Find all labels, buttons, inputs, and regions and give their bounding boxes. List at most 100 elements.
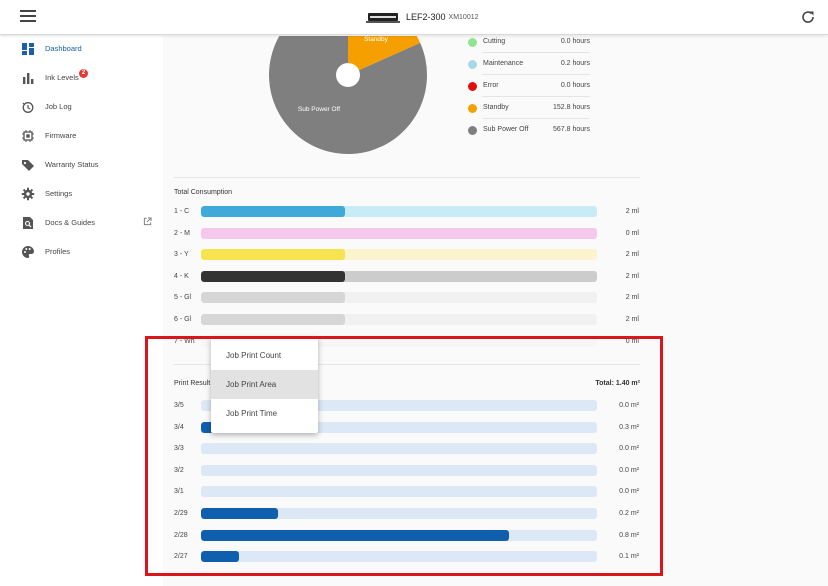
consumption-row-value: 2 ml <box>625 316 639 323</box>
sidebar-item-label: Ink Levels <box>45 73 79 82</box>
print-bar-fill <box>201 508 278 519</box>
consumption-bar-track <box>201 249 597 261</box>
print-row-label: 3/3 <box>174 445 184 453</box>
print-bar-track <box>201 464 597 476</box>
consumption-row-label: 6 - Gl <box>174 316 192 323</box>
legend-value: 0.0 hours <box>560 38 590 45</box>
consumption-row-value: 2 ml <box>625 251 639 259</box>
pie-label-standby: Standby <box>364 36 389 43</box>
print-row-label: 2/29 <box>174 510 188 517</box>
print-row-value: 0.2 m² <box>619 510 639 517</box>
print-bar-fill <box>201 551 239 563</box>
print-row-label: 3/1 <box>174 488 184 496</box>
legend-label: Maintenance <box>483 60 524 67</box>
sidebar-item-firmware[interactable]: Firmware <box>0 125 162 147</box>
legend-item-error: Error 0.0 hours <box>468 79 590 93</box>
sidebar-item-warranty-status[interactable]: Warranty Status <box>0 154 162 176</box>
sidebar-item-settings[interactable]: Settings <box>0 183 162 205</box>
consumption-row-value: 2 ml <box>625 294 639 302</box>
legend-dot <box>468 60 477 69</box>
print-bar-track <box>201 443 597 455</box>
legend-label: Standby <box>483 104 509 111</box>
sidebar-item-label: Job Log <box>45 102 72 111</box>
sidebar-item-profiles[interactable]: Profiles <box>0 241 162 263</box>
consumption-row-value: 0 ml <box>625 229 639 237</box>
legend-item-sub-power-off: Sub Power Off 567.8 hours <box>468 123 590 137</box>
device-serial: XM10012 <box>448 13 479 21</box>
notification-badge: 2 <box>79 69 88 78</box>
consumption-bar-fill <box>201 292 345 304</box>
sidebar-item-job-log[interactable]: Job Log <box>0 96 162 118</box>
legend-value: 567.8 hours <box>553 126 590 133</box>
legend-dot <box>468 104 477 113</box>
menu-item-job-print-count[interactable]: Job Print Count <box>211 341 318 370</box>
external-link-icon <box>143 217 152 226</box>
legend-divider <box>482 74 590 75</box>
history-icon <box>22 102 34 113</box>
sidebar-item-label: Settings <box>45 189 73 198</box>
printer-icon <box>366 10 400 24</box>
consumption-bar-track <box>201 227 597 239</box>
print-result-title: Print Result <box>174 380 211 387</box>
consumption-title: Total Consumption <box>174 189 232 196</box>
print-row-label: 2/27 <box>174 553 188 561</box>
consumption-row-label: 3 - Y <box>174 251 189 259</box>
print-row-value: 0.0 m² <box>619 445 639 453</box>
consumption-row-value: 2 ml <box>625 272 639 280</box>
sidebar-item-dashboard[interactable]: Dashboard <box>0 38 162 60</box>
sidebar: Dashboard Ink Levels 2 Job Log Firmware <box>0 36 162 586</box>
print-result-total: Total: 1.40 m² <box>595 380 640 387</box>
consumption-bar-fill <box>201 270 345 282</box>
consumption-bar-track <box>201 314 597 325</box>
sidebar-item-label: Profiles <box>45 247 71 256</box>
print-row-value: 0.8 m² <box>619 531 639 539</box>
bar-chart-icon <box>23 73 34 84</box>
menu-item-label: Job Print Count <box>226 351 282 360</box>
consumption-bar-track <box>201 292 597 304</box>
legend-label: Cutting <box>483 38 506 45</box>
pie-slice-standby <box>348 36 421 75</box>
consumption-row-label: 1 - C <box>174 208 190 215</box>
print-row-label: 3/4 <box>174 423 184 431</box>
consumption-row-value: 0 ml <box>625 337 639 345</box>
menu-item-job-print-area[interactable]: Job Print Area <box>211 370 318 399</box>
consumption-row-label: 7 - Wh <box>174 337 195 345</box>
menu-item-label: Job Print Area <box>226 380 277 389</box>
sidebar-item-ink-levels[interactable]: Ink Levels 2 <box>0 67 162 89</box>
legend-label: Error <box>483 82 499 89</box>
legend-item-cutting: Cutting 0.0 hours <box>468 35 590 49</box>
consumption-row-label: 2 - M <box>174 229 190 237</box>
print-bar-track <box>201 486 597 498</box>
print-row-value: 0.0 m² <box>619 488 639 496</box>
legend-dot <box>468 126 477 135</box>
legend-value: 0.2 hours <box>560 60 590 67</box>
consumption-row-value: 2 ml <box>625 208 639 215</box>
tag-icon <box>22 160 34 171</box>
sidebar-item-label: Docs & Guides <box>45 218 96 227</box>
consumption-bar-fill <box>201 314 345 325</box>
legend-label: Sub Power Off <box>483 126 529 133</box>
pie-label-sub-power-off: Sub Power Off <box>298 106 340 113</box>
print-bar-track <box>201 508 597 519</box>
menu-item-job-print-time[interactable]: Job Print Time <box>211 399 318 428</box>
device-name: LEF2-300 <box>406 12 446 22</box>
legend-divider <box>482 52 590 53</box>
hamburger-menu-icon[interactable] <box>20 10 36 22</box>
print-bar-track <box>201 529 597 541</box>
print-bar-track <box>201 551 597 563</box>
consumption-bar-fill <box>201 249 345 261</box>
pie-slice-sub-power-off <box>269 36 427 154</box>
print-row-value: 0.1 m² <box>619 553 639 561</box>
legend-divider <box>482 96 590 97</box>
menu-item-label: Job Print Time <box>226 409 278 418</box>
legend-dot <box>468 82 477 91</box>
consumption-row-label: 4 - K <box>174 272 189 280</box>
print-bar-fill <box>201 529 509 541</box>
print-row-value: 0.3 m² <box>619 423 639 431</box>
refresh-icon[interactable] <box>800 9 816 25</box>
sidebar-item-docs-guides[interactable]: Docs & Guides <box>0 212 162 234</box>
legend-value: 0.0 hours <box>560 82 590 89</box>
consumption-bar-fill <box>201 206 345 217</box>
consumption-bar-track <box>201 270 597 282</box>
